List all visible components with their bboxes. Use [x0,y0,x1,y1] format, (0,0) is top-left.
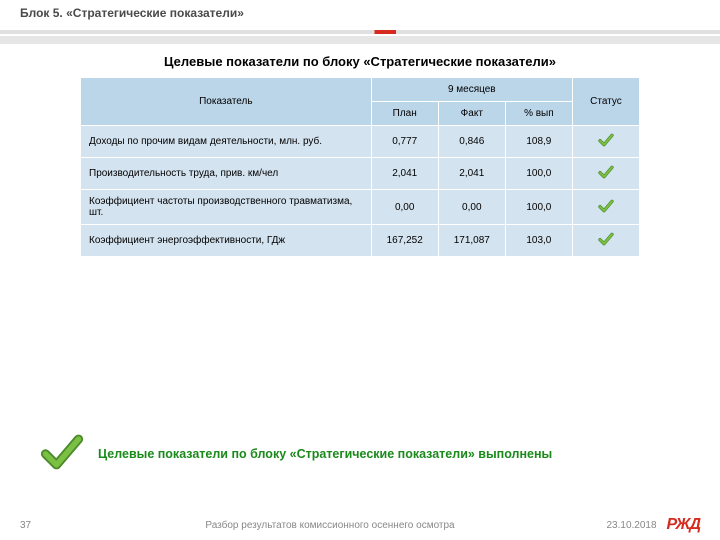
cell-fact: 2,041 [438,158,505,190]
header-accent-line [0,30,720,34]
col-indicator: Показатель [81,78,372,126]
cell-name: Коэффициент частоты производственного тр… [81,190,372,225]
footer-date: 23.10.2018 [606,520,656,531]
col-period: 9 месяцев [371,78,572,102]
cell-fact: 0,00 [438,190,505,225]
cell-pct: 100,0 [505,190,572,225]
cell-status [572,190,639,225]
conclusion: Целевые показатели по блоку «Стратегичес… [40,430,680,477]
cell-status [572,225,639,257]
header-sub-line [0,36,720,44]
cell-pct: 100,0 [505,158,572,190]
header-title: Блок 5. «Стратегические показатели» [20,6,244,20]
cell-plan: 2,041 [371,158,438,190]
table-body: Доходы по прочим видам деятельности, млн… [81,126,640,257]
cell-fact: 171,087 [438,225,505,257]
cell-name: Коэффициент энергоэффективности, ГДж [81,225,372,257]
cell-fact: 0,846 [438,126,505,158]
page-number: 37 [20,520,80,531]
check-icon [598,231,614,247]
col-pct: % вып [505,102,572,126]
col-status: Статус [572,78,639,126]
check-icon [598,164,614,180]
col-fact: Факт [438,102,505,126]
cell-plan: 167,252 [371,225,438,257]
cell-pct: 108,9 [505,126,572,158]
table-row: Коэффициент частоты производственного тр… [81,190,640,225]
table-row: Коэффициент энергоэффективности, ГДж167,… [81,225,640,257]
table-row: Доходы по прочим видам деятельности, млн… [81,126,640,158]
subtitle: Целевые показатели по блоку «Стратегичес… [0,54,720,69]
conclusion-text: Целевые показатели по блоку «Стратегичес… [98,447,552,461]
cell-name: Доходы по прочим видам деятельности, млн… [81,126,372,158]
cell-plan: 0,777 [371,126,438,158]
cell-plan: 0,00 [371,190,438,225]
check-icon [598,198,614,214]
cell-pct: 103,0 [505,225,572,257]
header: Блок 5. «Стратегические показатели» [0,0,720,36]
kpi-table: Показатель 9 месяцев Статус План Факт % … [80,77,640,257]
check-icon [598,132,614,148]
col-plan: План [371,102,438,126]
footer-caption: Разбор результатов комиссионного осеннег… [80,520,580,531]
cell-status [572,126,639,158]
rzd-logo: РЖД [667,516,700,534]
cell-name: Производительность труда, прив. км/чел [81,158,372,190]
check-icon [40,430,84,477]
cell-status [572,158,639,190]
footer: 37 Разбор результатов комиссионного осен… [0,510,720,540]
table-row: Производительность труда, прив. км/чел2,… [81,158,640,190]
